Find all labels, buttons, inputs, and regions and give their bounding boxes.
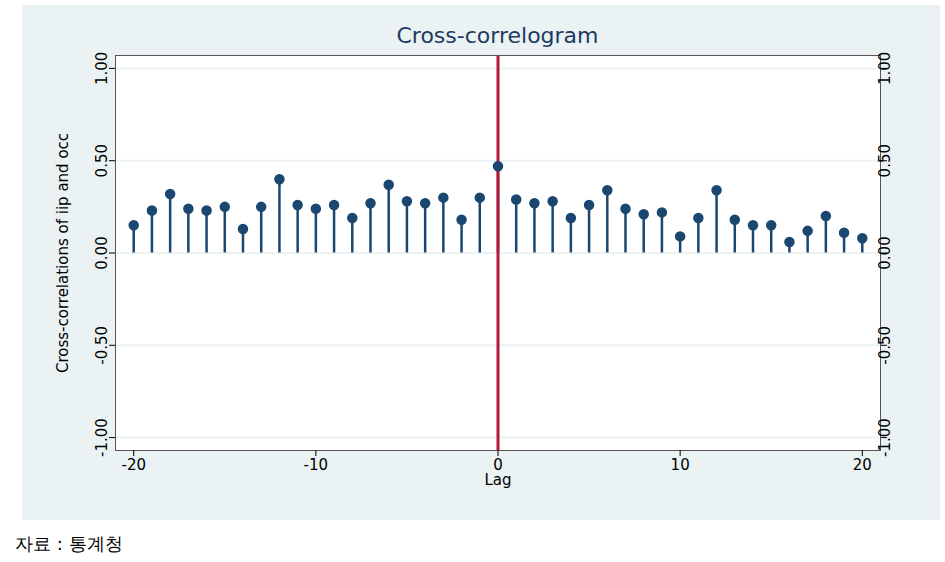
svg-text:0: 0 [493, 456, 503, 475]
svg-text:1.00: 1.00 [876, 52, 894, 85]
svg-text:1.00: 1.00 [93, 52, 111, 85]
svg-text:20: 20 [853, 456, 872, 474]
svg-text:-1.00: -1.00 [876, 418, 894, 457]
svg-text:-10: -10 [304, 456, 329, 474]
svg-text:Cross-correlations of iip and: Cross-correlations of iip and occ [54, 133, 72, 373]
svg-text:-1.00: -1.00 [93, 418, 111, 457]
html-text:Cross-correlogram: Cross-correlogram [396, 23, 599, 48]
svg-text:0.00: 0.00 [876, 236, 894, 269]
svg-text:-20: -20 [121, 456, 146, 474]
svg-text:-0.50: -0.50 [876, 326, 894, 365]
svg-text:0.00: 0.00 [93, 236, 111, 269]
svg-text:10: 10 [671, 456, 690, 474]
html-text:자료 : 통계청: 자료 : 통계청 [15, 533, 123, 554]
svg-text:Lag: Lag [484, 471, 511, 489]
svg-text:0.50: 0.50 [876, 144, 894, 177]
svg-text:0.50: 0.50 [93, 144, 111, 177]
svg-text:-0.50: -0.50 [93, 326, 111, 365]
